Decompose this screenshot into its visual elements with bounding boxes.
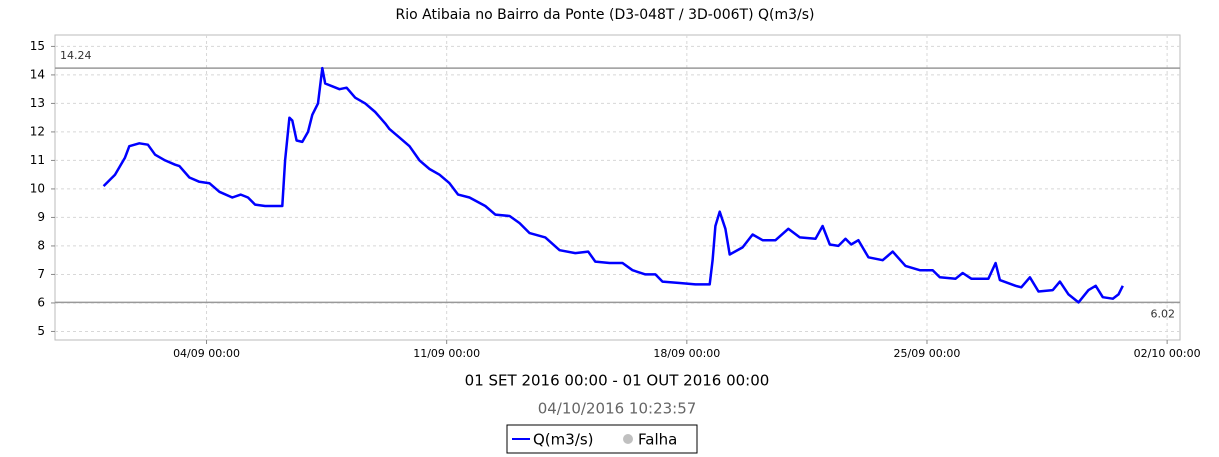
y-tick-label: 15	[30, 39, 45, 53]
y-tick-label: 5	[37, 324, 45, 338]
x-tick-label: 25/09 00:00	[894, 347, 961, 360]
x-tick-label: 04/09 00:00	[173, 347, 240, 360]
min-label: 6.02	[1151, 307, 1176, 320]
y-tick-label: 12	[30, 124, 45, 138]
x-tick-label: 02/10 00:00	[1134, 347, 1201, 360]
subtitle: 01 SET 2016 00:00 - 01 OUT 2016 00:00	[465, 372, 770, 390]
legend-swatch	[623, 434, 633, 444]
legend-label: Q(m3/s)	[533, 431, 594, 449]
timestamp: 04/10/2016 10:23:57	[538, 400, 697, 418]
chart-title: Rio Atibaia no Bairro da Ponte (D3-048T …	[395, 7, 814, 23]
plot-area	[54, 34, 1181, 341]
x-tick-label: 11/09 00:00	[413, 347, 480, 360]
y-tick-label: 11	[30, 153, 45, 167]
y-tick-label: 8	[37, 238, 45, 252]
legend-label: Falha	[638, 431, 677, 449]
y-tick-label: 13	[30, 96, 45, 110]
data-line	[102, 66, 1124, 304]
max-label: 14.24	[60, 49, 92, 62]
y-tick-label: 9	[37, 210, 45, 224]
x-tick-label: 18/09 00:00	[653, 347, 720, 360]
legend-box	[506, 424, 698, 454]
y-tick-label: 7	[37, 267, 45, 281]
y-tick-label: 14	[30, 67, 45, 81]
y-tick-label: 10	[30, 181, 45, 195]
y-tick-label: 6	[37, 295, 45, 309]
